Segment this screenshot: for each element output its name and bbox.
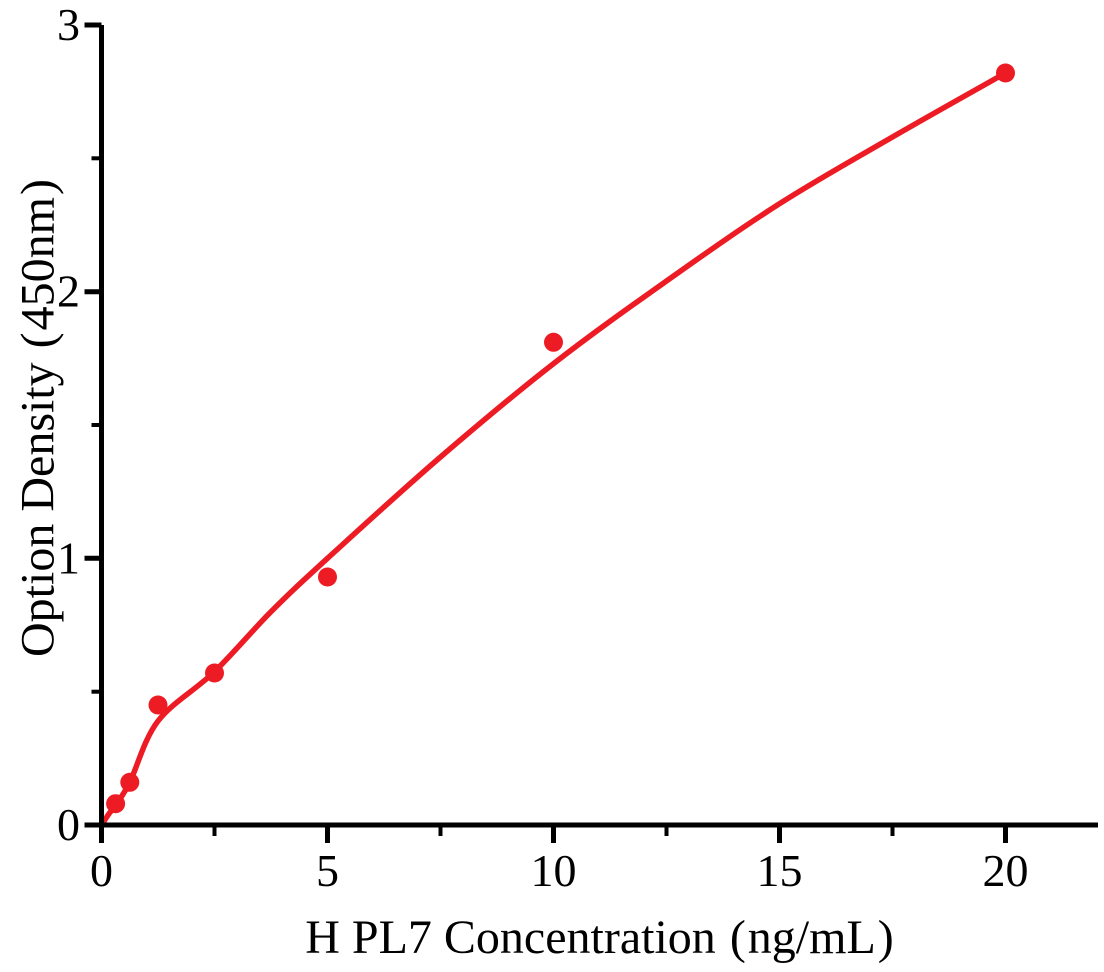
y-axis-title-paren-open-icon: ( [11,332,65,349]
data-point [120,772,140,792]
data-point [544,332,563,352]
y-axis-title-unit: 450nm [11,197,65,331]
x-axis-title-paren-close-icon: ) [877,911,894,964]
x-axis-title: H PL7 Concentration (ng/mL) [101,910,1098,965]
fitted-curve-line [98,70,1009,828]
axis-lines [99,25,1098,828]
y-tick-label: 2 [57,266,80,317]
y-axis-title-paren-close-icon: ) [11,179,65,195]
data-point [205,663,224,683]
y-axis-title: Option Density (450nm) [11,179,66,657]
x-tick-label: 5 [316,845,339,896]
data-point [106,794,126,814]
x-axis-title-paren-open-icon: ( [729,911,746,964]
x-tick-label: 0 [90,845,113,896]
x-tick-label: 15 [757,845,803,896]
y-tick-label: 0 [57,799,80,850]
x-axis-title-text: H PL7 Concentration [305,911,716,964]
y-tick-label: 3 [57,0,80,50]
x-axis-title-unit: ng/mL [747,911,876,964]
y-axis-title-text: Option Density [11,362,65,657]
data-point [148,695,168,715]
data-point [318,567,337,587]
y-tick-label: 1 [57,532,80,583]
x-tick-label: 10 [531,845,577,896]
data-point [996,63,1015,83]
x-tick-label: 20 [983,845,1029,896]
